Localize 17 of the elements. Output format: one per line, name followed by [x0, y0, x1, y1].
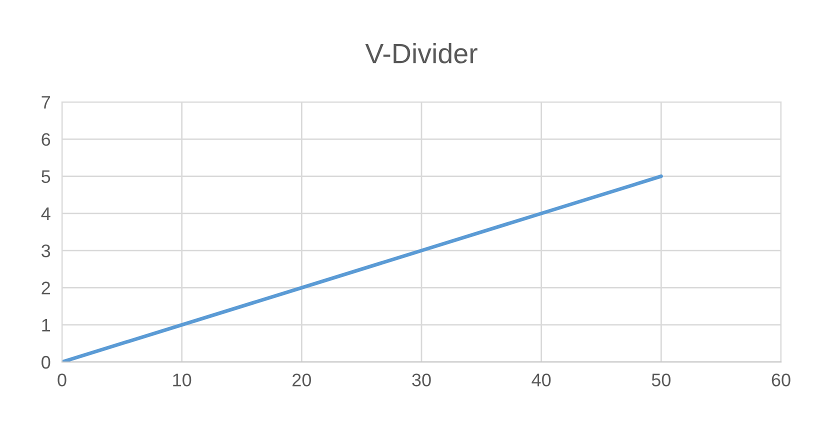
y-tick-label: 2 — [42, 282, 50, 294]
line-series — [62, 174, 663, 362]
x-tick-label: 30 — [412, 374, 431, 386]
y-tick-label: 3 — [42, 244, 50, 258]
x-tick-label: 60 — [772, 374, 790, 386]
y-tick-label: 5 — [42, 170, 50, 184]
x-tick-label: 0 — [58, 374, 66, 386]
x-tick-label: 40 — [532, 374, 551, 386]
x-tick-label: 10 — [173, 374, 192, 386]
chart-title: V-Divider — [365, 42, 478, 64]
y-tick-label: 0 — [42, 356, 50, 369]
x-tick-label: 50 — [652, 374, 671, 386]
x-tick-label: 20 — [292, 374, 312, 386]
y-tick-label: 7 — [42, 96, 50, 109]
y-tick-label: 6 — [42, 133, 50, 146]
y-tick-label: 1 — [42, 318, 50, 332]
y-tick-label: 4 — [41, 208, 50, 220]
